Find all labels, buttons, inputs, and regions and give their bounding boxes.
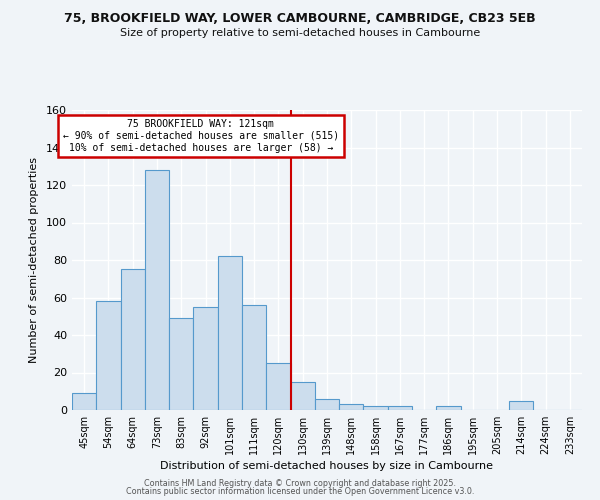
Bar — [315, 399, 339, 410]
Bar — [436, 406, 461, 410]
Text: Size of property relative to semi-detached houses in Cambourne: Size of property relative to semi-detach… — [120, 28, 480, 38]
X-axis label: Distribution of semi-detached houses by size in Cambourne: Distribution of semi-detached houses by … — [161, 461, 493, 471]
Bar — [388, 406, 412, 410]
Bar — [290, 382, 315, 410]
Bar — [193, 307, 218, 410]
Bar — [145, 170, 169, 410]
Bar — [218, 256, 242, 410]
Text: Contains public sector information licensed under the Open Government Licence v3: Contains public sector information licen… — [126, 487, 474, 496]
Bar — [339, 404, 364, 410]
Bar — [96, 301, 121, 410]
Text: 75, BROOKFIELD WAY, LOWER CAMBOURNE, CAMBRIDGE, CB23 5EB: 75, BROOKFIELD WAY, LOWER CAMBOURNE, CAM… — [64, 12, 536, 26]
Bar — [266, 363, 290, 410]
Y-axis label: Number of semi-detached properties: Number of semi-detached properties — [29, 157, 39, 363]
Text: 75 BROOKFIELD WAY: 121sqm
← 90% of semi-detached houses are smaller (515)
10% of: 75 BROOKFIELD WAY: 121sqm ← 90% of semi-… — [62, 120, 339, 152]
Bar — [121, 270, 145, 410]
Bar — [169, 318, 193, 410]
Bar — [242, 305, 266, 410]
Bar — [364, 406, 388, 410]
Text: Contains HM Land Registry data © Crown copyright and database right 2025.: Contains HM Land Registry data © Crown c… — [144, 478, 456, 488]
Bar — [509, 400, 533, 410]
Bar — [72, 393, 96, 410]
